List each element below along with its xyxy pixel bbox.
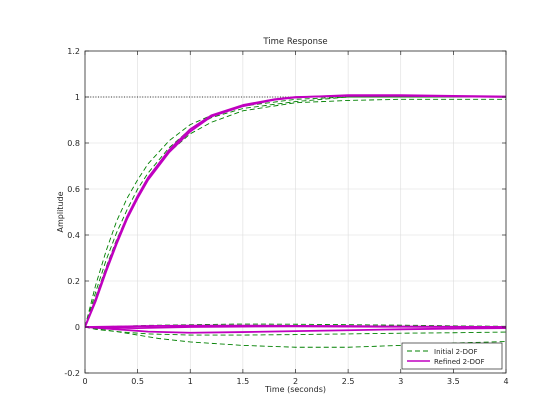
x-tick-label: 3.5 [447,377,460,386]
y-tick-label: -0.2 [64,369,80,378]
legend-label: Initial 2-DOF [434,348,478,356]
x-tick-label: 0.5 [131,377,144,386]
x-tick-label: 2.5 [342,377,355,386]
y-tick-label: 0.2 [67,277,80,286]
refined-2dof-series-line-11 [85,324,506,328]
x-tick-label: 0 [82,377,87,386]
initial-2dof-series-line-6 [85,323,506,328]
x-tick-labels: 0 0.5 1 1.5 2 2.5 3 3.5 4 [82,377,508,386]
refined-2dof-series-line-8 [85,94,506,328]
y-tick-label: 1.2 [67,47,80,56]
tick-marks [84,50,507,374]
y-tick-label: 0 [75,323,80,332]
refined-2dof-series-line-10 [85,326,506,334]
initial-2dof-series-line-4 [85,326,506,348]
legend: Initial 2-DOF Refined 2-DOF [401,342,503,370]
x-tick-label: 1.5 [237,377,250,386]
x-tick-label: 1 [188,377,193,386]
initial-2dof-series-line-1 [85,96,506,328]
y-axis-label: Amplitude [56,191,65,232]
legend-label: Refined 2-DOF [434,358,485,366]
x-tick-label: 3 [398,377,403,386]
initial-2dof-series-line-5 [85,326,506,336]
x-tick-label: 4 [503,377,508,386]
series-group [85,94,506,348]
x-axis-label: Time (seconds) [264,385,326,394]
y-tick-label: 0.6 [67,185,80,194]
chart-title: Time Response [262,37,327,47]
y-tick-labels: -0.2 0 0.2 0.4 0.6 0.8 1 1.2 [64,47,80,378]
y-tick-label: 0.4 [67,231,80,240]
y-tick-label: 0.8 [67,139,80,148]
initial-2dof-series-line-2 [85,96,506,328]
x-tick-label: 2 [293,377,298,386]
y-tick-label: 1 [75,93,80,102]
legend-box [401,342,503,370]
